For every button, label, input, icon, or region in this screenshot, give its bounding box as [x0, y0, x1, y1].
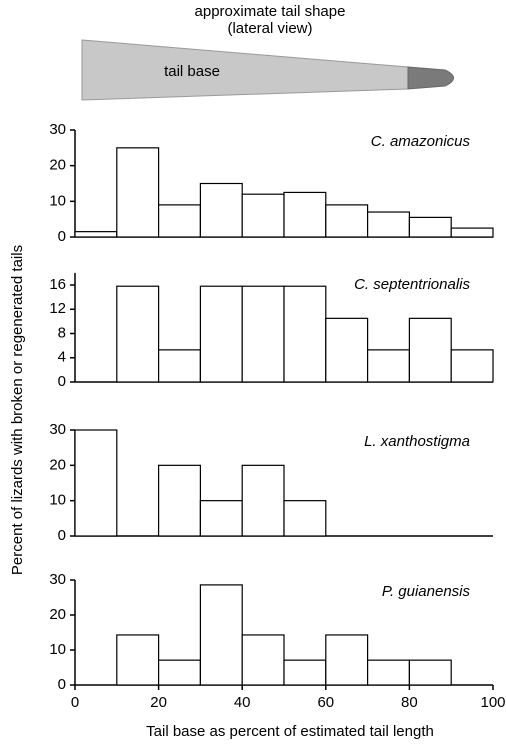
- x-tick-label: 40: [234, 694, 251, 711]
- y-tick-label: 30: [49, 121, 66, 138]
- y-tick-label: 10: [49, 641, 66, 658]
- y-tick-label: 16: [49, 276, 66, 293]
- x-axis-label: Tail base as percent of estimated tail l…: [146, 723, 434, 740]
- y-tick-label: 4: [58, 349, 66, 366]
- bar: [241, 285, 285, 383]
- y-tick-label: 0: [58, 527, 66, 544]
- y-tick-label: 8: [58, 324, 66, 341]
- y-tick-label: 20: [49, 456, 66, 473]
- y-tick-label: 12: [49, 300, 66, 317]
- panel-title: P. guianensis: [382, 583, 471, 600]
- bar: [283, 659, 327, 686]
- bar: [450, 227, 494, 238]
- bar: [367, 659, 411, 686]
- y-tick-label: 20: [49, 606, 66, 623]
- bar: [116, 634, 160, 686]
- bar: [158, 464, 202, 537]
- bar: [199, 584, 243, 686]
- x-tick-label: 60: [317, 694, 334, 711]
- panel-title: C. amazonicus: [371, 133, 471, 150]
- y-tick-label: 0: [58, 676, 66, 693]
- y-axis-label: Percent of lizards with broken or regene…: [9, 245, 26, 575]
- diagram-subtitle: (lateral view): [227, 20, 312, 37]
- bar: [116, 285, 160, 383]
- x-tick-label: 100: [480, 694, 505, 711]
- bar: [158, 204, 202, 238]
- bar: [367, 211, 411, 238]
- bar: [241, 634, 285, 686]
- bar: [408, 659, 452, 686]
- bar: [408, 216, 452, 238]
- bar: [241, 193, 285, 238]
- bar: [241, 464, 285, 537]
- y-tick-label: 30: [49, 571, 66, 588]
- bar: [199, 285, 243, 383]
- tail-base-shape: [81, 39, 409, 101]
- tail-tip-shape: [407, 66, 454, 90]
- bar: [199, 500, 243, 537]
- bar: [116, 147, 160, 238]
- panel-title: L. xanthostigma: [364, 433, 470, 450]
- bar: [325, 634, 369, 686]
- bar: [408, 317, 452, 383]
- bar: [367, 349, 411, 383]
- bar: [283, 285, 327, 383]
- bar: [325, 204, 369, 238]
- bar: [74, 429, 118, 537]
- bar: [158, 659, 202, 686]
- bar: [158, 349, 202, 383]
- x-tick-label: 0: [71, 694, 79, 711]
- y-tick-label: 30: [49, 421, 66, 438]
- bar: [74, 231, 118, 238]
- panel-title: C. septentrionalis: [354, 276, 470, 293]
- bar: [450, 349, 494, 383]
- x-tick-label: 80: [401, 694, 418, 711]
- y-tick-label: 20: [49, 157, 66, 174]
- y-tick-label: 0: [58, 228, 66, 245]
- bar: [283, 191, 327, 238]
- y-tick-label: 10: [49, 192, 66, 209]
- y-tick-label: 0: [58, 373, 66, 390]
- bar: [283, 500, 327, 537]
- bar: [199, 182, 243, 238]
- bar: [325, 317, 369, 383]
- x-tick-label: 20: [150, 694, 167, 711]
- diagram-label: tail base: [164, 63, 220, 80]
- y-tick-label: 10: [49, 492, 66, 509]
- diagram-title: approximate tail shape: [195, 3, 346, 20]
